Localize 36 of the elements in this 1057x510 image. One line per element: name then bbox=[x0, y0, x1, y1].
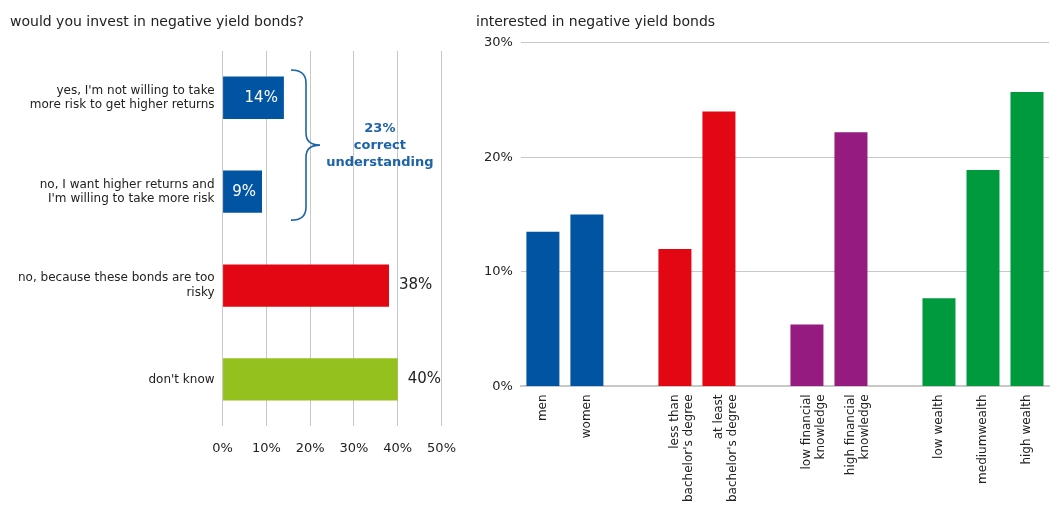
y-tick-label: 0% bbox=[492, 377, 513, 393]
bar bbox=[223, 264, 389, 307]
x-tick-label: women bbox=[579, 394, 594, 439]
x-tick-label: high wealth bbox=[1019, 394, 1034, 465]
y-tick-label: don't know bbox=[148, 371, 215, 386]
chart-title: interested in negative yield bonds bbox=[476, 13, 716, 30]
y-tick-label: 30% bbox=[483, 34, 513, 50]
y-tick-label: yes, I'm not willing to take more risk to get higher returns bbox=[29, 82, 215, 112]
data-label: 40% bbox=[407, 369, 442, 388]
bar bbox=[1010, 92, 1044, 386]
x-tick-label: 0% bbox=[212, 439, 233, 455]
data-label: 14% bbox=[244, 87, 278, 106]
x-tick-label: 50% bbox=[427, 439, 457, 455]
bar bbox=[658, 248, 692, 386]
bar bbox=[223, 170, 262, 213]
x-tick-label: 30% bbox=[339, 439, 369, 455]
bar bbox=[526, 231, 560, 386]
data-label: 38% bbox=[399, 275, 433, 294]
bar bbox=[966, 169, 1000, 386]
y-tick-label: no, because these bonds are too risky bbox=[17, 270, 215, 299]
x-tick-label: low wealth bbox=[931, 394, 946, 459]
y-tick-label: 10% bbox=[483, 263, 513, 279]
x-tick-label: mediumwealth bbox=[975, 394, 990, 484]
x-tick-label: men bbox=[535, 394, 550, 422]
data-label: 9% bbox=[232, 181, 256, 200]
x-tick-label: 20% bbox=[295, 439, 325, 455]
y-tick-label: 20% bbox=[483, 148, 513, 164]
bar bbox=[790, 324, 824, 386]
x-tick-label: 10% bbox=[251, 439, 281, 455]
x-tick-label: 40% bbox=[383, 439, 413, 455]
bar bbox=[223, 76, 284, 119]
chart-title: would you invest in negative yield bonds? bbox=[10, 13, 305, 30]
annotation: 23% correct understanding bbox=[325, 119, 435, 171]
x-tick-label: low financial knowledge bbox=[799, 394, 828, 470]
bar bbox=[223, 358, 398, 401]
y-tick-label: no, I want higher returns and I'm willing to take more risk bbox=[39, 176, 215, 205]
